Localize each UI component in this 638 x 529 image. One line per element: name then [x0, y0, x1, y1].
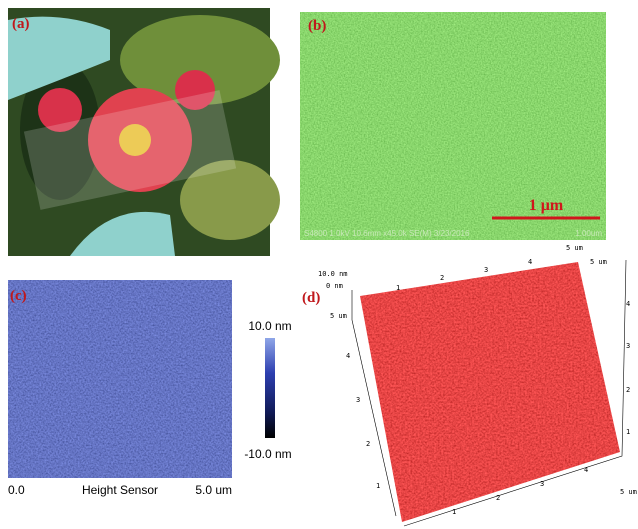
tick-label: 2: [496, 494, 500, 502]
panel-a: (a): [8, 8, 280, 256]
sem-info: S4800 1.0kV 10.6mm x45.0k SE(M) 3/23/201…: [304, 229, 470, 238]
panel-label: (a): [12, 16, 30, 32]
colorbar: [265, 338, 275, 438]
tick-label: 4: [346, 352, 350, 360]
z-min: 0 nm: [326, 282, 343, 290]
axis: [351, 290, 397, 517]
tick-label: 3: [484, 266, 488, 274]
panel-label: (b): [308, 18, 326, 34]
stamen: [119, 124, 151, 156]
panel-label: (c): [10, 288, 27, 304]
axis-end: 5 um: [620, 488, 637, 496]
tick-label: 1: [396, 284, 400, 292]
x-end: 5.0 um: [195, 483, 232, 497]
tick-label: 3: [356, 396, 360, 404]
axis-end: 5 um: [566, 244, 583, 252]
leaf: [120, 15, 280, 105]
tick-label: 1: [376, 482, 380, 490]
x-start: 0.0: [8, 483, 25, 497]
axis-end: 5 um: [330, 312, 347, 320]
colorbar-min: -10.0 nm: [244, 447, 291, 461]
tick-label: 4: [626, 300, 630, 308]
scale-bar-label: 1 μm: [529, 197, 564, 214]
tick-label: 1: [626, 428, 630, 436]
afm-surface: [360, 262, 620, 522]
panel-b: 1 μm S4800 1.0kV 10.6mm x45.0k SE(M) 3/2…: [300, 12, 606, 240]
film: [23, 90, 237, 210]
tick-label: 4: [584, 466, 588, 474]
flower: [175, 70, 215, 110]
glove: [70, 211, 175, 256]
flower: [38, 88, 82, 132]
tick-label: 2: [440, 274, 444, 282]
panel-d: 10.0 nm 0 nm 5 um 5 um 5 um 5 um 1 2 3 4…: [302, 244, 637, 527]
tick-label: 2: [626, 386, 630, 394]
z-max: 10.0 nm: [318, 270, 348, 278]
tick-label: 3: [540, 480, 544, 488]
sem-info-right: 1.00um: [575, 229, 602, 238]
tick-label: 4: [528, 258, 532, 266]
afm-image: [8, 280, 232, 478]
colorbar-max: 10.0 nm: [248, 319, 291, 333]
axis: [403, 259, 627, 527]
panel-label: (d): [302, 290, 320, 306]
tick-label: 2: [366, 440, 370, 448]
tick-label: 1: [452, 508, 456, 516]
leaf: [180, 160, 280, 240]
panel-c: 10.0 nm -10.0 nm 0.0 Height Sensor 5.0 u…: [8, 280, 292, 497]
axis-end: 5 um: [590, 258, 607, 266]
sem-image: [300, 12, 606, 240]
x-label: Height Sensor: [82, 483, 158, 497]
glove: [8, 16, 110, 101]
tick-label: 3: [626, 342, 630, 350]
